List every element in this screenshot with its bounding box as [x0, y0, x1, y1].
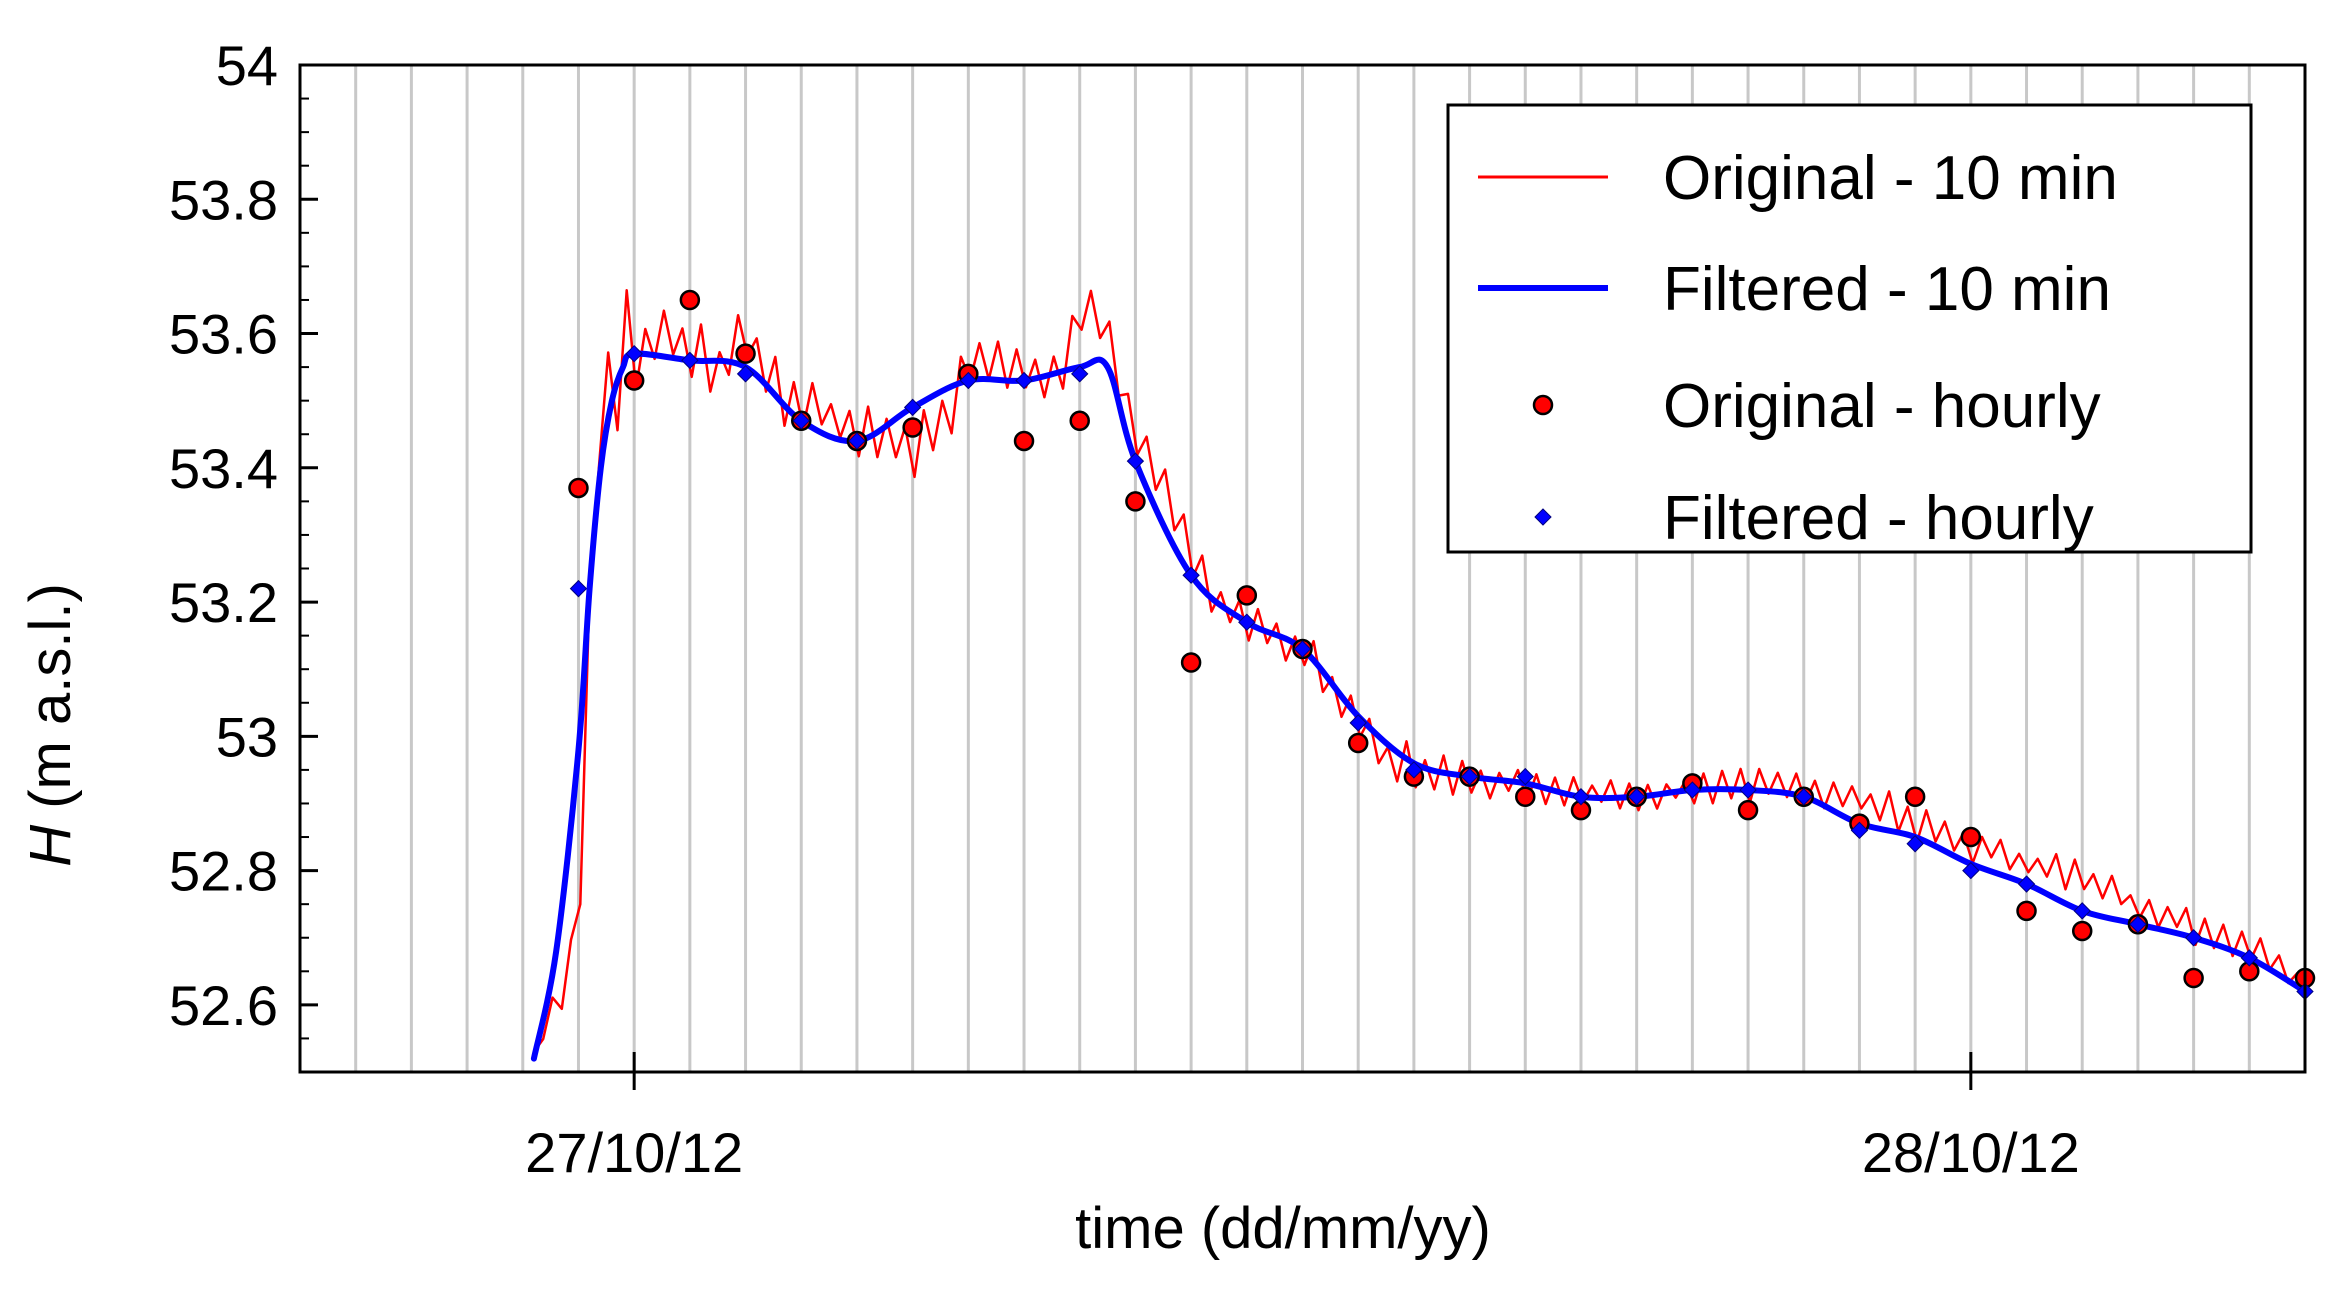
y-tick-label: 54: [216, 34, 278, 97]
point-filtered-hourly: [1238, 613, 1256, 631]
point-filtered-hourly: [1795, 788, 1813, 806]
point-original-hourly: [735, 343, 756, 364]
point-original-hourly: [2016, 900, 2037, 922]
point-filtered-hourly: [848, 432, 866, 450]
y-axis-title: H (m a.s.l.): [18, 583, 83, 867]
point-filtered-hourly: [569, 579, 588, 598]
point-filtered-hourly: [959, 371, 978, 390]
point-filtered-hourly: [1683, 781, 1702, 799]
x-axis-label: time (dd/mm/yy): [1075, 1196, 1491, 1261]
y-tick-label: 53.6: [169, 303, 278, 366]
point-original-hourly: [1904, 786, 1926, 808]
point-filtered-hourly: [1182, 566, 1200, 584]
point-filtered-hourly: [1906, 835, 1924, 853]
point-original-hourly: [1180, 652, 1202, 673]
point-original-hourly: [1960, 826, 1982, 848]
y-axis-variable: H: [18, 825, 83, 867]
series-layer: [530, 288, 2316, 1062]
point-filtered-hourly: [1850, 821, 1869, 840]
point-original-hourly: [2071, 920, 2093, 942]
x-tick-label: 27/10/12: [525, 1121, 743, 1184]
series-original-10min: [532, 288, 2299, 1053]
point-filtered-hourly: [1405, 761, 1423, 779]
point-filtered-hourly: [1349, 714, 1367, 732]
point-filtered-hourly: [681, 351, 699, 370]
y-tick-label: 53.2: [169, 571, 278, 634]
point-original-hourly: [1236, 585, 1258, 606]
point-filtered-hourly: [2017, 875, 2036, 893]
point-filtered-hourly: [1293, 640, 1312, 658]
point-filtered-hourly: [2073, 902, 2091, 920]
legend-swatch-filtered-hourly: [1534, 508, 1552, 526]
point-original-hourly: [1347, 732, 1369, 754]
point-filtered-hourly: [2129, 915, 2147, 934]
point-original-hourly: [2183, 967, 2204, 989]
point-filtered-hourly: [1627, 788, 1646, 806]
axes: [298, 63, 2307, 1090]
point-filtered-hourly: [1460, 767, 1479, 786]
point-original-hourly: [1069, 410, 1090, 432]
point-original-hourly: [1737, 799, 1759, 821]
legend-label: Original - hourly: [1663, 372, 2101, 441]
point-filtered-hourly: [1516, 767, 1534, 786]
point-filtered-hourly: [736, 365, 755, 383]
point-original-hourly: [679, 289, 701, 311]
y-tick-label: 52.6: [169, 974, 278, 1037]
point-filtered-hourly: [1962, 861, 1980, 880]
tick-labels: 52.6 52.8 53 53.2 53.4 53.6 53.8 54 27/10/12 28/1…: [169, 34, 2080, 1184]
point-original-hourly: [902, 417, 923, 438]
legend-label: Filtered - hourly: [1663, 484, 2094, 553]
legend-swatch-original-hourly: [1532, 394, 1554, 416]
point-filtered-hourly: [625, 344, 643, 363]
legend-box: [1446, 103, 2253, 554]
x-tick-label: 28/10/12: [1862, 1121, 2080, 1184]
point-filtered-hourly: [792, 412, 810, 430]
legend-label: Filtered - 10 min: [1663, 255, 2111, 324]
point-original-hourly: [1515, 786, 1536, 808]
y-axis-label: H (m a.s.l.): [18, 583, 83, 867]
legend-label: Original - 10 min: [1663, 144, 2118, 213]
point-original-hourly: [623, 370, 645, 391]
point-original-hourly: [1125, 491, 1146, 512]
point-filtered-hourly: [1572, 788, 1590, 806]
point-filtered-hourly: [1739, 781, 1757, 799]
y-tick-label: 53.8: [169, 168, 278, 231]
point-filtered-hourly: [2240, 949, 2259, 967]
grid-lines: [354, 65, 2251, 1072]
legend: Original - 10 min Filtered - 10 min Origin…: [1446, 103, 2253, 554]
y-tick-label: 53.4: [169, 437, 278, 500]
point-filtered-hourly: [2184, 929, 2203, 947]
point-original-hourly: [568, 477, 589, 499]
point-filtered-hourly: [1126, 452, 1145, 470]
y-tick-label: 52.8: [169, 840, 278, 903]
point-filtered-hourly: [1015, 371, 1033, 390]
point-original-hourly: [1013, 430, 1035, 452]
point-filtered-hourly: [1071, 365, 1089, 383]
y-tick-label: 53: [216, 705, 278, 768]
y-axis-unit: (m a.s.l.): [18, 583, 83, 825]
point-filtered-hourly: [903, 398, 922, 417]
